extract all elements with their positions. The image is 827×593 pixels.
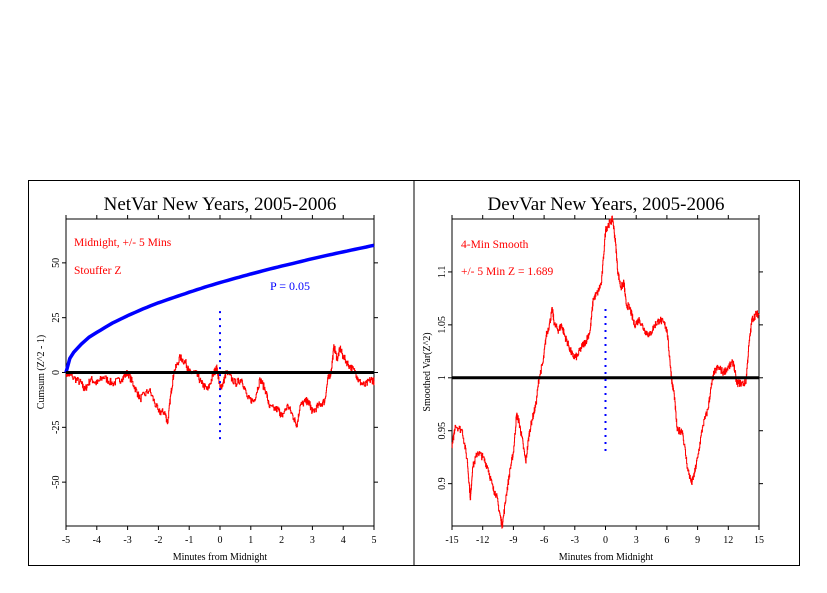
x-axis-label: Minutes from Midnight bbox=[173, 552, 268, 563]
chart-title: DevVar New Years, 2005-2006 bbox=[488, 194, 725, 215]
y-tick-label: -50 bbox=[51, 475, 62, 488]
x-tick-label: 12 bbox=[723, 535, 733, 546]
netvar-panel: NetVar New Years, 2005-2006 Midnight, +/… bbox=[36, 194, 378, 563]
x-tick-label: 3 bbox=[634, 535, 639, 546]
x-tick-label: -3 bbox=[571, 535, 579, 546]
annotation-z-score: +/- 5 Min Z = 1.689 bbox=[461, 266, 553, 278]
x-tick-label: -1 bbox=[185, 535, 193, 546]
annotation-stouffer: Stouffer Z bbox=[74, 265, 121, 277]
x-tick-label: -5 bbox=[62, 535, 70, 546]
x-tick-label: 6 bbox=[664, 535, 669, 546]
y-axis-label: Cumsum (Z^2 - 1) bbox=[36, 335, 47, 409]
y-tick-label: 1.05 bbox=[437, 316, 448, 334]
x-tick-label: 2 bbox=[279, 535, 284, 546]
x-tick-label: -3 bbox=[123, 535, 131, 546]
y-tick-label: 0.95 bbox=[437, 422, 448, 440]
x-tick-label: 3 bbox=[310, 535, 315, 546]
chart-title: NetVar New Years, 2005-2006 bbox=[104, 194, 337, 215]
data-line bbox=[451, 215, 760, 529]
x-tick-label: -2 bbox=[154, 535, 162, 546]
y-tick-label: 1 bbox=[437, 375, 448, 380]
annotation-window: Midnight, +/- 5 Mins bbox=[74, 237, 172, 249]
x-tick-label: 4 bbox=[341, 535, 346, 546]
devvar-panel: DevVar New Years, 2005-2006 4-Min Smooth… bbox=[422, 194, 764, 563]
x-axis-label: Minutes from Midnight bbox=[559, 552, 654, 563]
x-tick-label: 0 bbox=[603, 535, 608, 546]
annotation-smooth: 4-Min Smooth bbox=[461, 239, 529, 251]
x-tick-label: -12 bbox=[476, 535, 489, 546]
y-axis-label: Smoothed Var(Z^2) bbox=[422, 332, 433, 411]
x-tick-label: -6 bbox=[540, 535, 548, 546]
y-tick-label: 50 bbox=[51, 258, 62, 268]
y-tick-label: 0 bbox=[51, 370, 62, 375]
envelope-label: P = 0.05 bbox=[270, 279, 310, 293]
x-tick-label: -15 bbox=[445, 535, 458, 546]
envelope-line bbox=[64, 243, 375, 373]
x-tick-label: -4 bbox=[93, 535, 101, 546]
x-tick-label: 9 bbox=[695, 535, 700, 546]
x-tick-label: -9 bbox=[509, 535, 517, 546]
y-tick-label: 0.9 bbox=[437, 477, 448, 490]
x-tick-label: 1 bbox=[248, 535, 253, 546]
x-tick-label: 15 bbox=[754, 535, 764, 546]
x-tick-label: 0 bbox=[218, 535, 223, 546]
y-tick-label: 1.1 bbox=[437, 266, 448, 279]
x-tick-label: 5 bbox=[372, 535, 377, 546]
data-line bbox=[65, 344, 375, 428]
y-tick-label: -25 bbox=[51, 421, 62, 434]
y-tick-label: 25 bbox=[51, 313, 62, 323]
